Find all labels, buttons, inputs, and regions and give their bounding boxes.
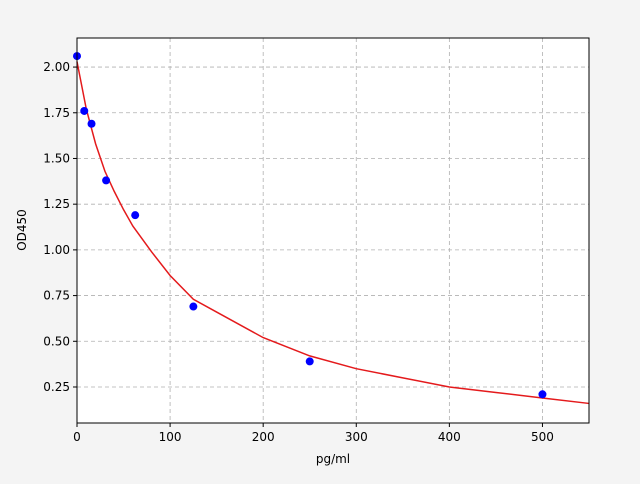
x-tick-label: 400 [438,430,461,444]
x-tick-label: 0 [73,430,81,444]
y-tick-label: 0.25 [43,380,70,394]
x-tick-label: 300 [345,430,368,444]
y-tick-label: 1.00 [43,243,70,257]
axes-frame [76,37,590,424]
data-point [538,390,547,399]
data-point [87,119,96,128]
y-tick-label: 0.50 [43,334,70,348]
y-tick-label: 1.75 [43,106,70,120]
data-point [189,302,198,311]
x-tick-label: 200 [252,430,275,444]
y-tick-label: 2.00 [43,60,70,74]
y-axis-label: OD450 [15,209,29,251]
plot-area [77,38,589,423]
data-point [80,106,89,115]
data-point [305,357,314,366]
y-tick-label: 0.75 [43,289,70,303]
fit-curve [76,61,590,405]
x-tick-label: 500 [531,430,554,444]
y-tick-label: 1.50 [43,151,70,165]
x-tick-label: 100 [159,430,182,444]
x-axis-label: pg/ml [316,452,350,466]
y-tick-label: 1.25 [43,197,70,211]
data-point [131,211,140,220]
data-point [102,176,111,185]
